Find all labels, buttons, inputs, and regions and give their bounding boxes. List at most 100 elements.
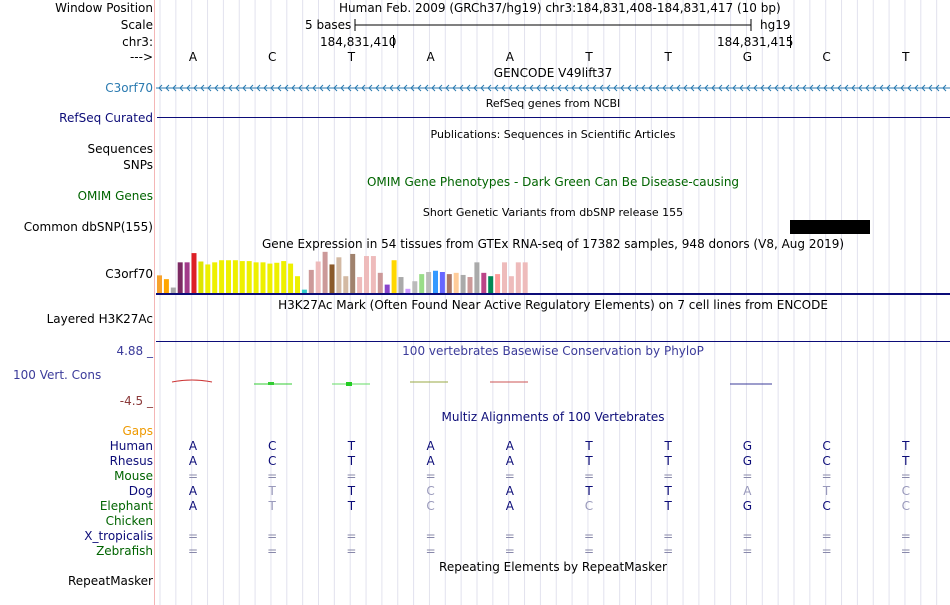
gtex-tissue-bar[interactable] (205, 264, 211, 293)
strand-arrow (739, 84, 744, 92)
gtex-tissue-bar[interactable] (391, 260, 397, 293)
dbsnp-variant-block[interactable] (790, 220, 870, 234)
gtex-tissue-bar[interactable] (329, 264, 335, 293)
refseq-track-label[interactable]: RefSeq Curated (59, 111, 153, 125)
omim-track-label[interactable]: OMIM Genes (77, 189, 153, 203)
phylop-track-label[interactable]: 100 Vert. Cons (13, 368, 102, 382)
species-label-zebrafish[interactable]: Zebrafish (96, 544, 153, 558)
gtex-tissue-bar[interactable] (246, 261, 252, 293)
gtex-tissue-bar[interactable] (191, 253, 197, 293)
gtex-track-label[interactable]: C3orf70 (105, 267, 153, 281)
gtex-tissue-bar[interactable] (426, 272, 432, 293)
strand-arrow (571, 84, 576, 92)
strand-arrow (158, 84, 163, 92)
species-label-chicken[interactable]: Chicken (105, 514, 153, 528)
gtex-tissue-bar[interactable] (398, 277, 404, 293)
strand-arrow (648, 84, 653, 92)
gtex-tissue-bar[interactable] (288, 263, 294, 293)
gtex-tissue-bar[interactable] (364, 256, 369, 293)
strand-arrow (683, 84, 688, 92)
gtex-tissue-bar[interactable] (157, 275, 162, 293)
gaps-label: Gaps (122, 424, 153, 438)
gtex-tissue-bar[interactable] (467, 277, 473, 293)
gtex-tissue-bar[interactable] (260, 262, 266, 293)
dbsnp-track-label[interactable]: Common dbSNP(155) (23, 220, 153, 234)
gtex-tissue-bar[interactable] (274, 262, 280, 293)
gtex-tissue-bar[interactable] (170, 287, 176, 293)
alignment-base: T (902, 439, 910, 453)
gtex-tissue-bar[interactable] (295, 276, 300, 293)
gtex-tissue-bar[interactable] (239, 261, 245, 293)
strand-arrow (753, 84, 758, 92)
gtex-tissue-bar[interactable] (481, 272, 487, 293)
gtex-tissue-bar[interactable] (446, 274, 452, 293)
h3k27ac-top-line (156, 293, 950, 295)
strand-arrow (375, 84, 380, 92)
alignment-base: = (663, 469, 674, 483)
gtex-tissue-bar[interactable] (336, 257, 342, 293)
gtex-tissue-bar[interactable] (357, 277, 363, 293)
species-label-human[interactable]: Human (109, 439, 153, 453)
gtex-tissue-bar[interactable] (508, 276, 514, 293)
gtex-tissue-bar[interactable] (281, 261, 287, 293)
repeatmasker-track-title: Repeating Elements by RepeatMasker (439, 560, 667, 574)
sequences-track-label[interactable]: Sequences (87, 142, 153, 156)
gtex-tissue-bar[interactable] (219, 260, 225, 293)
gtex-tissue-bar[interactable] (350, 253, 356, 293)
gtex-tissue-bar[interactable] (198, 261, 204, 294)
gtex-tissue-bar[interactable] (370, 256, 376, 293)
alignment-base: = (583, 469, 595, 483)
species-label-x_tropicalis[interactable]: X_tropicalis (84, 529, 153, 543)
gtex-tissue-bar[interactable] (315, 261, 321, 294)
gencode-track-label[interactable]: C3orf70 (105, 81, 153, 95)
gtex-tissue-bar[interactable] (377, 272, 383, 293)
gtex-tissue-bar[interactable] (232, 260, 238, 293)
gencode-gene-arrows[interactable] (156, 82, 950, 94)
strand-arrow (830, 84, 835, 92)
alignment-base: = (346, 529, 357, 543)
alignment-base: = (425, 469, 436, 483)
repeatmasker-track-label[interactable]: RepeatMasker (67, 574, 153, 588)
gtex-tissue-bar[interactable] (439, 272, 445, 293)
gtex-tissue-bar[interactable] (177, 262, 183, 293)
gtex-tissue-bar[interactable] (419, 274, 425, 293)
gtex-tissue-bar[interactable] (522, 262, 528, 293)
gtex-tissue-bar[interactable] (495, 274, 501, 293)
gtex-tissue-bar[interactable] (184, 262, 190, 293)
strand-arrow (599, 84, 604, 92)
gtex-tissue-bar[interactable] (253, 262, 259, 293)
gtex-tissue-bar[interactable] (267, 263, 273, 293)
alignment-base: G (742, 439, 753, 453)
gtex-tissue-bar[interactable] (226, 260, 231, 293)
gtex-tissue-bar[interactable] (460, 274, 466, 293)
alignment-base: = (425, 529, 436, 543)
gtex-tissue-bar[interactable] (474, 262, 480, 293)
gtex-tissue-bar[interactable] (453, 272, 459, 293)
species-label-dog[interactable]: Dog (128, 484, 153, 498)
gtex-tissue-bar[interactable] (343, 276, 349, 293)
gtex-tissue-bar[interactable] (384, 284, 390, 293)
gtex-tissue-bar[interactable] (322, 251, 328, 293)
gtex-tissue-bar[interactable] (502, 262, 507, 293)
gtex-tissue-bar[interactable] (412, 281, 418, 293)
dbsnp-track-title: Short Genetic Variants from dbSNP releas… (422, 206, 684, 219)
strand-arrow (235, 84, 240, 92)
gtex-tissue-bar[interactable] (405, 288, 411, 293)
strand-arrow (326, 84, 331, 92)
h3k27ac-track-label[interactable]: Layered H3K27Ac (46, 312, 153, 326)
gtex-tissue-bar[interactable] (515, 262, 521, 293)
species-label-rhesus[interactable]: Rhesus (109, 454, 153, 468)
refseq-gene-line[interactable] (157, 117, 950, 118)
gtex-tissue-bar[interactable] (308, 269, 314, 293)
gtex-tissue-bar[interactable] (212, 262, 218, 293)
snps-track-label[interactable]: SNPs (123, 158, 153, 172)
gtex-tissue-bar[interactable] (163, 279, 169, 293)
gtex-tissue-bar[interactable] (488, 276, 494, 293)
phylop-signal[interactable] (156, 376, 950, 388)
gtex-tissue-bar[interactable] (301, 289, 307, 293)
gtex-tissue-bar[interactable] (433, 270, 438, 293)
species-label-elephant[interactable]: Elephant (99, 499, 153, 513)
species-label-mouse[interactable]: Mouse (114, 469, 153, 483)
alignment-base: T (664, 439, 672, 453)
gtex-bar-chart[interactable] (156, 250, 536, 294)
